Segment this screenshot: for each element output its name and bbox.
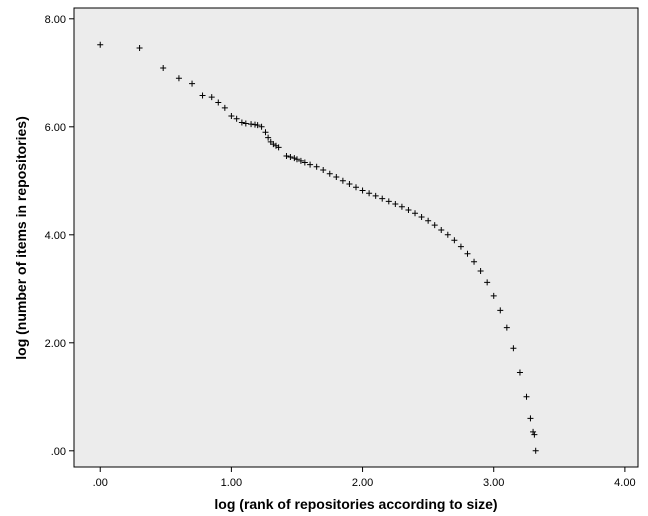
x-tick-label: 1.00 [221, 477, 242, 489]
data-point [405, 206, 412, 213]
data-point [301, 159, 308, 166]
data-point [291, 155, 298, 162]
data-point [431, 222, 438, 229]
data-point [531, 431, 538, 438]
data-point [523, 393, 530, 400]
data-point [503, 324, 510, 331]
data-point [379, 195, 386, 202]
data-point [238, 119, 245, 126]
data-point [516, 369, 523, 376]
data-point [275, 144, 282, 151]
data-point [208, 94, 215, 101]
data-point [385, 198, 392, 205]
data-point [297, 157, 304, 164]
data-point [366, 190, 373, 197]
data-point [346, 181, 353, 188]
data-point [359, 187, 366, 194]
data-point [497, 307, 504, 314]
data-point [320, 167, 327, 173]
data-point [532, 447, 539, 454]
data-point [215, 99, 222, 106]
data-point [252, 121, 259, 128]
y-tick-label: 2.00 [45, 338, 66, 350]
data-point [326, 170, 333, 177]
data-point [353, 184, 359, 191]
data-point [457, 243, 464, 250]
y-axis-title: log (number of items in repositories) [13, 116, 29, 359]
x-tick-label: 3.00 [483, 477, 504, 489]
y-tick-label: .00 [51, 446, 66, 458]
y-tick-label: 8.00 [45, 14, 66, 26]
axis-ticks: .00 1.00 2.00 3.00 4.00 .00 2.00 4.00 6.00 8.00 [45, 14, 636, 489]
y-tick-label: 6.00 [45, 122, 66, 134]
y-tick-label: 4.00 [45, 230, 66, 242]
data-point [283, 152, 290, 159]
data-point [418, 213, 425, 220]
data-point [242, 120, 249, 127]
data-point [199, 92, 206, 99]
x-tick-label: 2.00 [352, 477, 373, 489]
data-point [438, 226, 445, 233]
data-point [248, 121, 255, 128]
data-point [258, 123, 265, 130]
data-point [339, 177, 346, 184]
data-point [175, 75, 182, 82]
data-point [254, 122, 261, 129]
data-point [287, 154, 294, 161]
x-tick-label: .00 [93, 477, 108, 489]
data-point [527, 415, 534, 422]
data-point [189, 80, 196, 87]
x-axis-title: log (rank of repositories according to s… [214, 496, 497, 512]
data-point [228, 113, 235, 119]
data-point [412, 210, 419, 217]
data-point [97, 41, 104, 48]
data-point [398, 203, 405, 210]
data-point [307, 161, 314, 168]
data-point [451, 237, 458, 244]
data-point [372, 192, 379, 199]
data-point [136, 44, 143, 51]
data-point [313, 163, 320, 170]
data-point [392, 201, 399, 208]
plot-area [73, 7, 639, 468]
data-point [444, 231, 451, 238]
data-point [490, 292, 497, 299]
data-point [262, 129, 269, 136]
data-point [221, 104, 228, 111]
data-point [293, 156, 300, 163]
data-point [530, 428, 537, 435]
data-point [333, 174, 340, 181]
data-point [160, 64, 167, 71]
data-points [97, 41, 539, 454]
data-point [484, 279, 491, 286]
data-point [471, 258, 478, 265]
data-point [233, 115, 240, 122]
data-point [464, 250, 471, 257]
x-tick-label: 4.00 [614, 477, 635, 489]
data-point [510, 345, 517, 352]
data-point [265, 134, 272, 141]
data-point [477, 267, 484, 274]
data-point [425, 217, 432, 224]
